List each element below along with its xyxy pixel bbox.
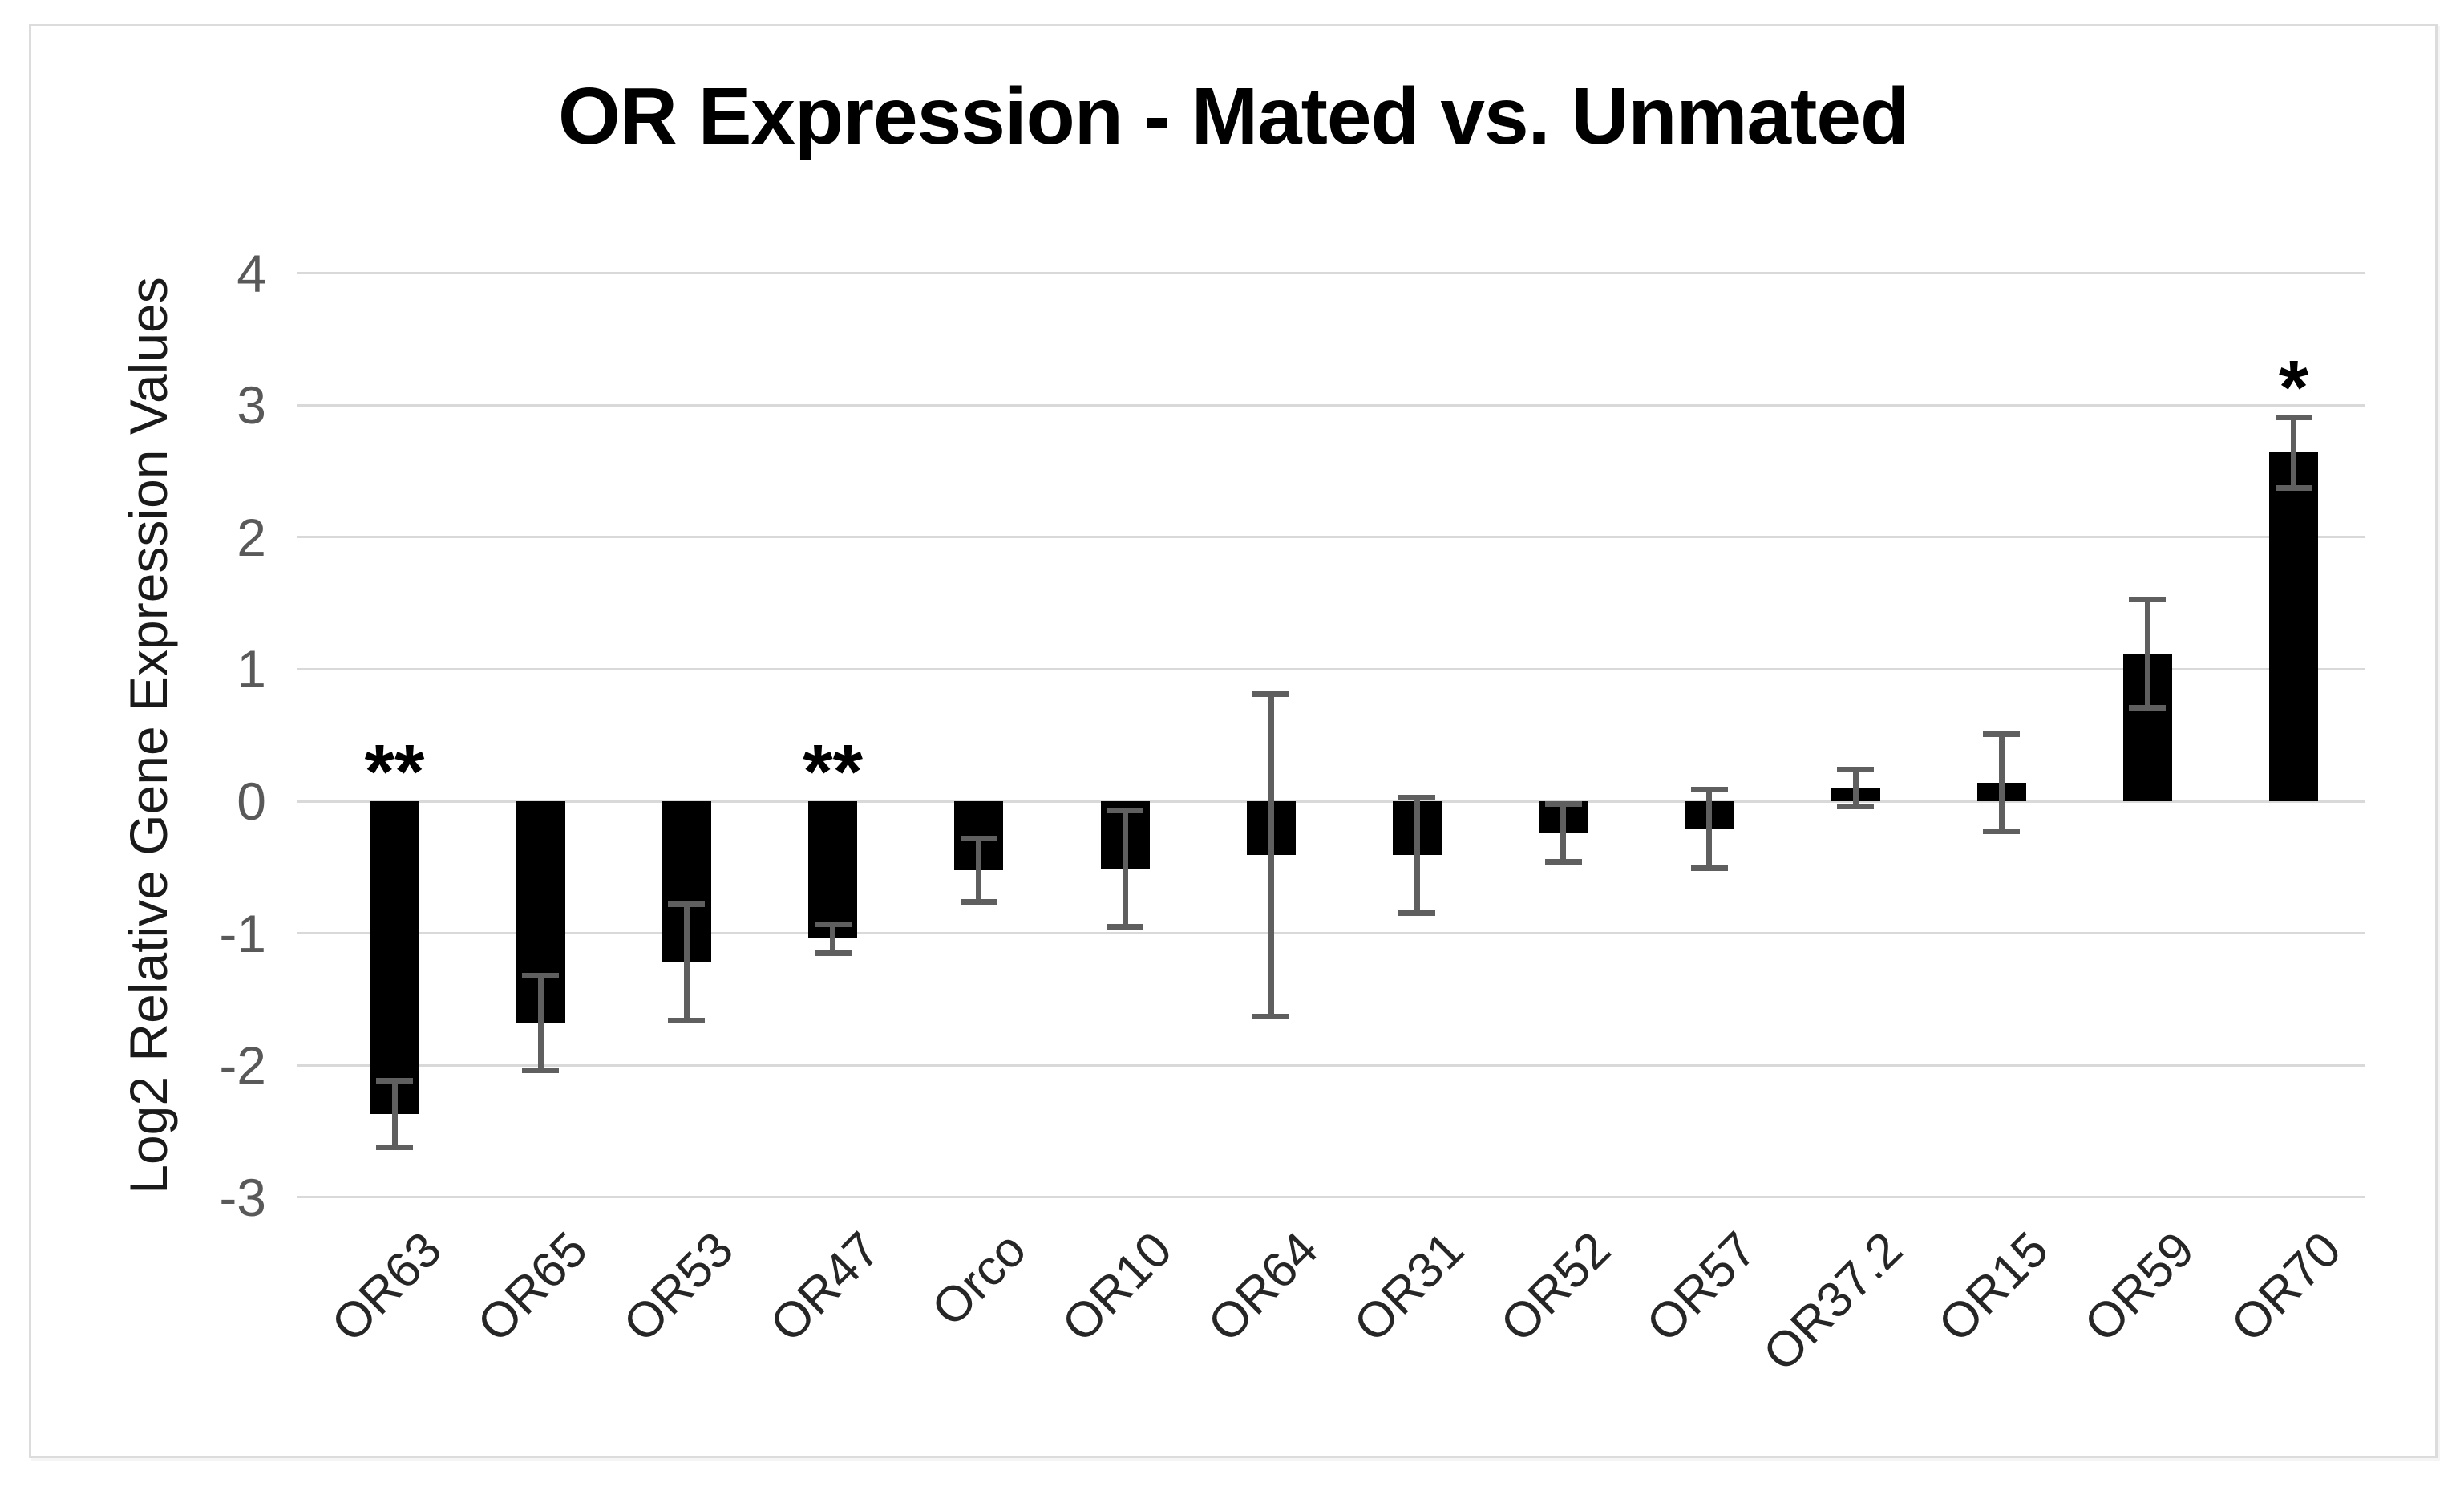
error-bar-cap bbox=[668, 1017, 706, 1023]
error-bar-cap bbox=[1398, 794, 1436, 800]
error-bar-line bbox=[1998, 734, 2005, 832]
error-bar-cap bbox=[1398, 910, 1436, 917]
error-bar-cap bbox=[1837, 766, 1874, 772]
error-bar-cap bbox=[2275, 414, 2312, 420]
y-tick-label: 3 bbox=[237, 375, 266, 436]
significance-star: ** bbox=[364, 729, 425, 815]
error-bar-cap bbox=[1252, 691, 1290, 698]
error-bar-cap bbox=[1837, 804, 1874, 810]
bar-OR63 bbox=[370, 801, 419, 1115]
error-bar-cap bbox=[960, 835, 997, 841]
x-tick-label: OR10 bbox=[1051, 1221, 1183, 1353]
bar-OR47 bbox=[808, 801, 858, 939]
error-bar-cap bbox=[1690, 865, 1728, 872]
error-bar-line bbox=[1122, 810, 1128, 927]
x-tick-label: OR57 bbox=[1636, 1221, 1767, 1353]
error-bar-cap bbox=[2129, 596, 2167, 602]
bar-OR70 bbox=[2269, 452, 2319, 801]
x-tick-label: OR59 bbox=[2074, 1221, 2206, 1353]
x-tick-label: Orco bbox=[920, 1221, 1037, 1337]
error-bar-line bbox=[2291, 417, 2297, 488]
x-tick-label: OR53 bbox=[613, 1221, 745, 1353]
error-bar-cap bbox=[1690, 786, 1728, 792]
x-tick-label: OR15 bbox=[1928, 1221, 2060, 1353]
error-bar-cap bbox=[1544, 859, 1582, 865]
gridline bbox=[297, 272, 2365, 275]
y-tick-label: 0 bbox=[237, 772, 266, 831]
error-bar-line bbox=[1414, 797, 1420, 914]
x-tick-label: OR37.2 bbox=[1753, 1221, 1913, 1383]
error-bar-cap bbox=[522, 1068, 560, 1074]
y-tick-label: -1 bbox=[219, 903, 266, 963]
error-bar-line bbox=[1852, 769, 1859, 807]
x-tick-label: OR65 bbox=[467, 1221, 599, 1353]
gridline bbox=[297, 536, 2365, 539]
error-bar-cap bbox=[376, 1144, 413, 1150]
error-bar-line bbox=[1706, 789, 1713, 869]
x-tick-label: OR47 bbox=[759, 1221, 891, 1353]
error-bar-line bbox=[830, 924, 836, 954]
x-tick-label: OR63 bbox=[321, 1221, 452, 1353]
error-bar-line bbox=[1268, 694, 1274, 1017]
error-bar-cap bbox=[814, 921, 852, 927]
figure-frame bbox=[29, 24, 2438, 1458]
error-bar-cap bbox=[2275, 485, 2312, 492]
gridline bbox=[297, 1196, 2365, 1199]
y-tick-label: -2 bbox=[219, 1035, 266, 1096]
error-bar-cap bbox=[960, 898, 997, 905]
x-tick-label: OR70 bbox=[2220, 1221, 2352, 1353]
error-bar-cap bbox=[814, 950, 852, 956]
error-bar-cap bbox=[2129, 704, 2167, 711]
error-bar-line bbox=[537, 975, 544, 1071]
error-bar-line bbox=[1560, 804, 1567, 862]
error-bar-cap bbox=[1107, 808, 1143, 814]
gridline bbox=[297, 932, 2365, 935]
x-tick-label: OR64 bbox=[1197, 1221, 1329, 1353]
y-tick-label: 1 bbox=[237, 639, 266, 699]
significance-star: ** bbox=[803, 729, 863, 815]
error-bar-line bbox=[976, 838, 982, 902]
error-bar-cap bbox=[1544, 800, 1582, 807]
error-bar-line bbox=[391, 1080, 398, 1148]
y-tick-label: 2 bbox=[237, 507, 266, 567]
gridline bbox=[297, 667, 2365, 670]
gridline bbox=[297, 800, 2365, 803]
error-bar-cap bbox=[1252, 1013, 1290, 1019]
error-bar-cap bbox=[522, 972, 560, 978]
error-bar-cap bbox=[376, 1078, 413, 1084]
error-bar-cap bbox=[1983, 829, 2021, 835]
chart-title: OR Expression - Mated vs. Unmated bbox=[557, 71, 1909, 161]
error-bar-line bbox=[2144, 599, 2150, 708]
gridline bbox=[297, 1063, 2365, 1067]
significance-star: * bbox=[2278, 345, 2309, 431]
error-bar-cap bbox=[1107, 923, 1143, 930]
y-tick-label: -3 bbox=[219, 1167, 266, 1227]
y-tick-label: 4 bbox=[237, 243, 266, 303]
x-tick-label: OR31 bbox=[1344, 1221, 1475, 1353]
gridline bbox=[297, 403, 2365, 407]
error-bar-cap bbox=[668, 901, 706, 907]
error-bar-line bbox=[683, 904, 690, 1021]
x-tick-label: OR52 bbox=[1490, 1221, 1621, 1353]
error-bar-cap bbox=[1983, 731, 2021, 737]
